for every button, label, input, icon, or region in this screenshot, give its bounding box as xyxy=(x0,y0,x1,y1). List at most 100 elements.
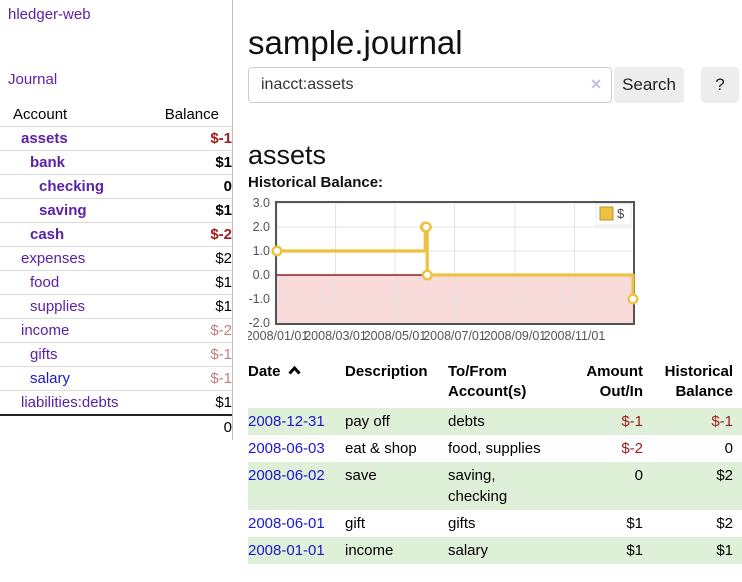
main-panel: sample.journal ✕ Search ? assets Histori… xyxy=(246,0,742,582)
transaction-accounts: salary xyxy=(448,542,489,559)
transaction-date-link[interactable]: 2008-06-01 xyxy=(248,515,325,532)
account-row-assets: assets $-1 xyxy=(0,126,232,151)
transaction-balance: $2 xyxy=(716,467,733,484)
transaction-accounts: gifts xyxy=(448,515,476,532)
account-row-cash: cash $-2 xyxy=(0,222,232,247)
account-balance-cash: $-2 xyxy=(210,226,232,243)
register-row: 2008-06-01 gift gifts $1 $2 xyxy=(248,510,742,537)
account-balance-salary: $-1 xyxy=(210,370,232,387)
accounts-total-row: 0 xyxy=(0,415,232,438)
search-input-wrapper: ✕ xyxy=(248,67,612,103)
register-row: 2008-06-02 save saving, checking 0 $2 xyxy=(248,462,742,510)
transaction-amount: 0 xyxy=(634,467,643,484)
svg-text:2008/07/01: 2008/07/01 xyxy=(423,329,486,343)
register-col-balance: Historical Balance xyxy=(664,363,733,400)
account-link-gifts[interactable]: gifts xyxy=(30,346,58,363)
transaction-date-link[interactable]: 2008-12-31 xyxy=(248,413,325,430)
svg-text:$: $ xyxy=(617,206,625,221)
account-link-food[interactable]: food xyxy=(30,274,60,291)
sidebar: hledger-web Journal Account Balance asse… xyxy=(0,0,233,440)
account-link-liabilities-debts[interactable]: liabilities:debts xyxy=(21,394,119,411)
transaction-date-link[interactable]: 2008-06-03 xyxy=(248,440,325,457)
transaction-accounts: saving, checking xyxy=(448,467,508,505)
svg-text:0.0: 0.0 xyxy=(253,268,270,282)
account-heading: assets xyxy=(248,140,327,171)
search-form: ✕ Search ? xyxy=(248,67,742,103)
account-row-supplies: supplies $1 xyxy=(0,294,232,319)
transaction-amount: $1 xyxy=(626,542,643,559)
accounts-header-row: Account Balance xyxy=(0,102,232,127)
account-row-expenses: expenses $2 xyxy=(0,246,232,271)
account-link-cash[interactable]: cash xyxy=(30,226,65,243)
account-balance-saving: $1 xyxy=(215,202,232,219)
account-row-saving: saving $1 xyxy=(0,198,232,223)
account-link-bank[interactable]: bank xyxy=(30,154,66,171)
svg-text:2008/03/01: 2008/03/01 xyxy=(304,329,367,343)
account-link-salary[interactable]: salary xyxy=(30,370,71,387)
register-col-amount: Amount Out/In xyxy=(586,363,643,400)
transaction-balance: 0 xyxy=(724,440,733,457)
transaction-balance: $-1 xyxy=(711,413,733,430)
accounts-col-balance: Balance xyxy=(164,105,219,123)
search-input[interactable] xyxy=(248,67,612,103)
account-balance-assets: $-1 xyxy=(210,130,232,147)
account-link-expenses[interactable]: expenses xyxy=(21,250,86,267)
account-balance-food: $1 xyxy=(215,274,232,291)
account-balance-gifts: $-1 xyxy=(210,346,232,363)
register-header-row: Date Description To/From Account(s) Amou… xyxy=(248,360,742,408)
account-row-income: income $-2 xyxy=(0,318,232,343)
register-col-date[interactable]: Date xyxy=(248,360,345,408)
svg-text:3.0: 3.0 xyxy=(253,196,270,210)
account-row-checking: checking 0 xyxy=(0,174,232,199)
chart-title: Historical Balance: xyxy=(248,174,384,191)
account-link-checking[interactable]: checking xyxy=(39,178,105,195)
accounts-total-value: 0 xyxy=(223,418,232,436)
search-button[interactable]: Search xyxy=(614,67,684,103)
accounts-col-account: Account xyxy=(13,105,68,123)
register-row: 2008-06-03 eat & shop food, supplies $-2… xyxy=(248,435,742,462)
register-table: Date Description To/From Account(s) Amou… xyxy=(248,360,742,564)
account-balance-expenses: $2 xyxy=(215,250,232,267)
app-title-link[interactable]: hledger-web xyxy=(8,6,91,23)
help-button[interactable]: ? xyxy=(701,67,739,103)
svg-text:-1.0: -1.0 xyxy=(248,292,270,306)
account-row-liabilities-debts: liabilities:debts $1 xyxy=(0,390,232,416)
clear-search-icon[interactable]: ✕ xyxy=(590,76,602,92)
account-link-saving[interactable]: saving xyxy=(39,202,87,219)
account-row-salary: salary $-1 xyxy=(0,366,232,391)
register-col-description: Description xyxy=(345,363,428,380)
svg-text:2008/01/01: 2008/01/01 xyxy=(248,329,308,343)
transaction-date-link[interactable]: 2008-01-01 xyxy=(248,542,325,559)
accounts-table: Account Balance assets $-1 bank $1 check… xyxy=(0,102,232,438)
account-link-assets[interactable]: assets xyxy=(21,130,68,147)
account-link-income[interactable]: income xyxy=(21,322,70,339)
svg-text:-2.0: -2.0 xyxy=(248,316,270,330)
transaction-description: pay off xyxy=(345,413,390,430)
sidebar-item-journal[interactable]: Journal xyxy=(8,71,58,88)
svg-text:1.0: 1.0 xyxy=(253,244,270,258)
historical-balance-chart: $3.0 2.0 1.0 0.0 -1.0 -2.0 2008/01/01 2008/03/0… xyxy=(246,194,742,346)
account-balance-bank: $1 xyxy=(215,154,232,171)
transaction-date-link[interactable]: 2008-06-02 xyxy=(248,467,325,484)
transaction-description: eat & shop xyxy=(345,440,417,457)
svg-text:2008/05/01: 2008/05/01 xyxy=(364,329,427,343)
account-row-food: food $1 xyxy=(0,270,232,295)
account-balance-supplies: $1 xyxy=(215,298,232,315)
register-row: 2008-12-31 pay off debts $-1 $-1 xyxy=(248,408,742,435)
account-row-bank: bank $1 xyxy=(0,150,232,175)
transaction-accounts: debts xyxy=(448,413,485,430)
transaction-description: gift xyxy=(345,515,366,532)
account-link-supplies[interactable]: supplies xyxy=(30,298,86,315)
sort-ascending-icon xyxy=(287,362,302,382)
transaction-amount: $1 xyxy=(626,515,643,532)
transaction-description: save xyxy=(345,467,377,484)
transaction-balance: $1 xyxy=(716,542,733,559)
page-title: sample.journal xyxy=(248,24,463,62)
transaction-description: income xyxy=(345,542,394,559)
transaction-balance: $2 xyxy=(716,515,733,532)
transaction-amount: $-1 xyxy=(621,413,643,430)
account-row-gifts: gifts $-1 xyxy=(0,342,232,367)
register-col-accounts: To/From Account(s) xyxy=(448,363,527,400)
register-row: 2008-01-01 income salary $1 $1 xyxy=(248,537,742,564)
account-balance-income: $-2 xyxy=(210,322,232,339)
